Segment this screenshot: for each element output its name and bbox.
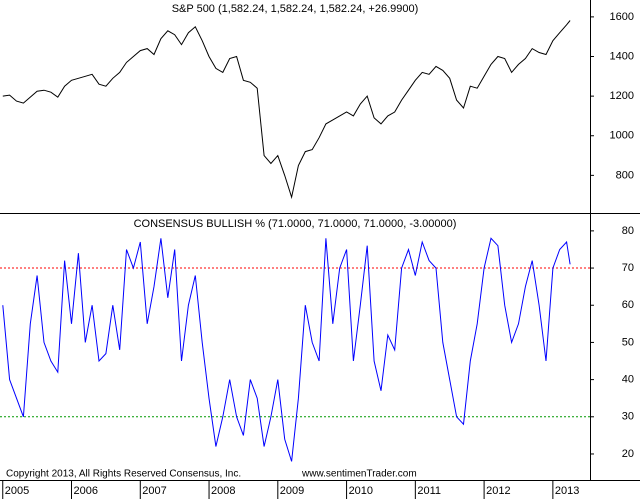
copyright: Copyright 2013, All Rights Reserved Cons… [6, 469, 241, 480]
y-tick-label: 1000 [610, 130, 634, 142]
y-tick-label: 800 [616, 169, 634, 181]
y-tick-label: 1200 [610, 90, 634, 102]
y-tick-label: 70 [622, 262, 634, 274]
x-tick-label: 2006 [74, 485, 98, 497]
y-tick-label: 20 [622, 448, 634, 460]
chart-title: CONSENSUS BULLISH % (71.0000, 71.0000, 7… [134, 218, 457, 230]
y-tick-label: 80 [622, 225, 634, 237]
y-tick-label: 1600 [610, 11, 634, 23]
y-tick-label: 1400 [610, 50, 634, 62]
data-line [2, 20, 571, 200]
chart-title: S&P 500 (1,582.24, 1,582.24, 1,582.24, +… [172, 3, 419, 15]
data-line [2, 237, 571, 462]
x-tick-label: 2005 [5, 485, 29, 497]
y-tick-label: 50 [622, 336, 634, 348]
x-tick-label: 2008 [211, 485, 235, 497]
x-tick-label: 2012 [486, 485, 510, 497]
y-tick-label: 30 [622, 411, 634, 423]
x-tick-label: 2011 [417, 485, 441, 497]
x-tick-label: 2009 [280, 485, 304, 497]
y-tick-label: 60 [622, 299, 634, 311]
y-tick-label: 40 [622, 374, 634, 386]
x-tick-label: 2013 [555, 485, 579, 497]
website: www.sentimenTrader.com [301, 469, 417, 480]
x-tick-label: 2010 [349, 485, 373, 497]
x-tick-label: 2007 [142, 485, 166, 497]
